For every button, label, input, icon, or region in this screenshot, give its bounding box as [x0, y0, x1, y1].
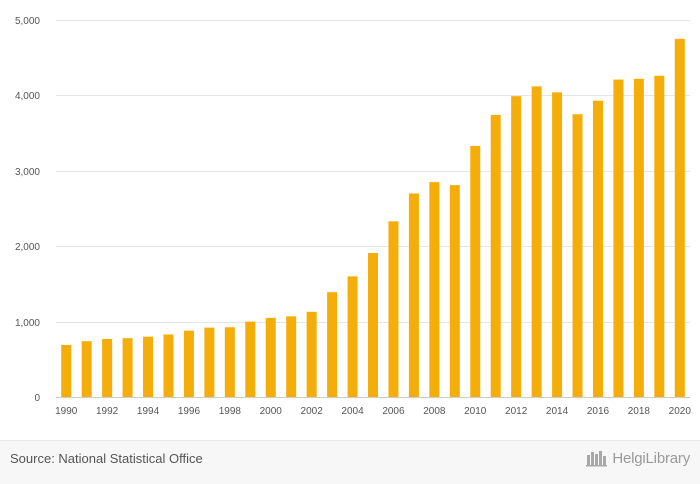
x-tick-label: 2012 — [505, 406, 528, 417]
x-tick-label: 2018 — [628, 406, 651, 417]
source-label: Source: National Statistical Office — [10, 451, 203, 466]
x-tick-label: 1998 — [219, 406, 242, 417]
x-tick-label: 2014 — [546, 406, 569, 417]
x-tick-label: 1990 — [55, 406, 78, 417]
bar-1998[interactable] — [224, 327, 235, 397]
x-tick-label: 2006 — [382, 406, 405, 417]
x-tick-label: 2016 — [587, 406, 610, 417]
x-tick-label: 2000 — [260, 406, 283, 417]
bar-2009[interactable] — [449, 185, 460, 397]
bar-2006[interactable] — [388, 221, 399, 397]
bar-2014[interactable] — [552, 92, 563, 397]
x-tick-label: 2010 — [464, 406, 487, 417]
y-tick-label: 0 — [34, 393, 40, 404]
grid-lines — [56, 20, 690, 398]
y-tick-label: 2,000 — [15, 242, 40, 253]
bar-2001[interactable] — [286, 316, 297, 397]
y-tick-label: 5,000 — [15, 16, 40, 27]
x-tick-label: 2020 — [669, 406, 692, 417]
bar-1993[interactable] — [122, 338, 133, 397]
bar-2012[interactable] — [511, 96, 522, 398]
bar-1999[interactable] — [245, 321, 256, 397]
x-tick-label: 2004 — [341, 406, 364, 417]
bar-2016[interactable] — [592, 100, 603, 398]
x-tick-label: 1992 — [96, 406, 119, 417]
bar-1994[interactable] — [143, 336, 154, 397]
bar-1990[interactable] — [61, 344, 72, 397]
bar-2015[interactable] — [572, 114, 583, 397]
bar-2004[interactable] — [347, 276, 358, 397]
bar-2011[interactable] — [490, 115, 501, 397]
chart-footer: Source: National Statistical Office Helg… — [0, 440, 700, 484]
bar-1996[interactable] — [183, 330, 194, 397]
brand-logo[interactable]: HelgiLibrary — [586, 449, 690, 467]
x-tick-label: 1996 — [178, 406, 201, 417]
bar-1997[interactable] — [204, 327, 215, 397]
bar-1991[interactable] — [81, 341, 92, 397]
bar-2010[interactable] — [470, 145, 481, 397]
y-tick-label: 3,000 — [15, 167, 40, 178]
brand-name: HelgiLibrary — [612, 449, 690, 467]
y-axis-ticks: 0 1,000 2,000 3,000 4,000 5,000 — [15, 16, 40, 404]
library-icon — [586, 451, 608, 467]
bar-2019[interactable] — [654, 75, 665, 398]
x-axis-ticks: 1990 1992 1994 1996 1998 2000 2002 2004 2006 2008… — [55, 406, 691, 417]
bar-2008[interactable] — [429, 182, 440, 397]
bars — [61, 38, 685, 398]
x-tick-label: 2002 — [301, 406, 324, 417]
bar-2018[interactable] — [633, 78, 644, 397]
bar-2013[interactable] — [531, 86, 542, 397]
bar-2017[interactable] — [613, 79, 624, 397]
x-tick-label: 1994 — [137, 406, 160, 417]
x-tick-label: 2008 — [423, 406, 446, 417]
bar-2020[interactable] — [674, 38, 685, 397]
bar-2002[interactable] — [306, 311, 317, 397]
y-tick-label: 4,000 — [15, 91, 40, 102]
bar-2005[interactable] — [368, 252, 378, 397]
y-tick-label: 1,000 — [15, 318, 40, 329]
bar-1992[interactable] — [102, 338, 113, 397]
bar-2007[interactable] — [408, 193, 419, 397]
bar-2000[interactable] — [265, 317, 276, 397]
bar-1995[interactable] — [163, 334, 174, 397]
bar-2003[interactable] — [327, 292, 338, 397]
